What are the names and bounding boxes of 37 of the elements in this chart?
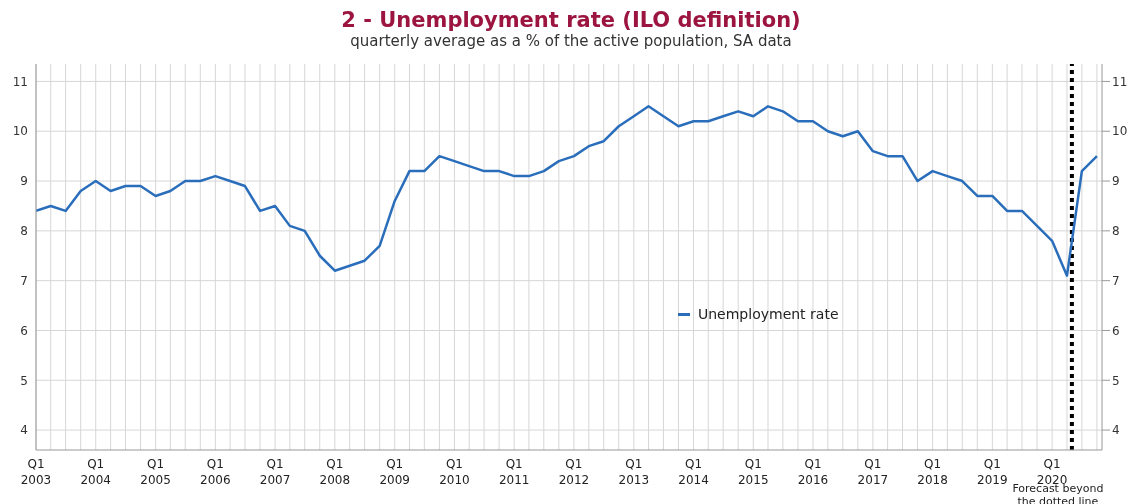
x-tick-label: Q1 2012 bbox=[558, 457, 590, 487]
y2-tick-label: 6 bbox=[1112, 323, 1120, 338]
x-tick-label: Q1 2010 bbox=[439, 457, 470, 487]
y2-tick-label: 11 bbox=[1112, 74, 1128, 89]
y-tick-label: 6 bbox=[20, 323, 28, 338]
y-tick-label: 8 bbox=[20, 224, 28, 239]
x-tick-label: Q1 2003 bbox=[20, 457, 52, 487]
y2-tick-label: 7 bbox=[1112, 273, 1120, 288]
x-tick-label: Q1 2015 bbox=[737, 457, 769, 487]
x-tick-label: Q1 2014 bbox=[678, 457, 709, 487]
y-tick-label: 9 bbox=[20, 174, 28, 189]
x-tick-label: Q1 2011 bbox=[498, 457, 530, 487]
y-tick-label: 5 bbox=[20, 373, 28, 388]
chart-title: 2 - Unemployment rate (ILO definition) bbox=[340, 8, 802, 32]
chart-subtitle: quarterly average as a % of the active population, SA data bbox=[349, 32, 793, 50]
x-tick-label: Q1 2019 bbox=[977, 457, 1008, 487]
y-tick-label: 4 bbox=[20, 423, 28, 438]
x-tick-label: Q1 2017 bbox=[857, 457, 889, 487]
x-tick-label: Q1 2005 bbox=[140, 457, 171, 487]
y2-tick-label: 8 bbox=[1112, 224, 1120, 239]
y2-tick-label: 4 bbox=[1112, 423, 1120, 438]
x-tick-label: Q1 2016 bbox=[797, 457, 829, 487]
x-tick-label: Q1 2008 bbox=[319, 457, 351, 487]
y-tick-label: 10 bbox=[12, 124, 28, 139]
x-tick-label: Q1 2007 bbox=[259, 457, 291, 487]
y-tick-label: 7 bbox=[20, 273, 28, 288]
y2-tick-label: 10 bbox=[1112, 124, 1128, 139]
x-tick-label: Q1 2004 bbox=[80, 457, 111, 487]
y-tick-label: 11 bbox=[12, 74, 28, 89]
x-tick-label: Q1 2009 bbox=[379, 457, 410, 487]
legend-label: Unemployment rate bbox=[697, 306, 839, 322]
x-tick-label: Q1 2018 bbox=[917, 457, 948, 487]
x-tick-label: Q1 2006 bbox=[200, 457, 231, 487]
y2-tick-label: 5 bbox=[1112, 373, 1120, 388]
y2-tick-label: 9 bbox=[1112, 174, 1120, 189]
x-tick-label: Q1 2013 bbox=[618, 457, 650, 487]
line-series bbox=[36, 105, 1099, 277]
